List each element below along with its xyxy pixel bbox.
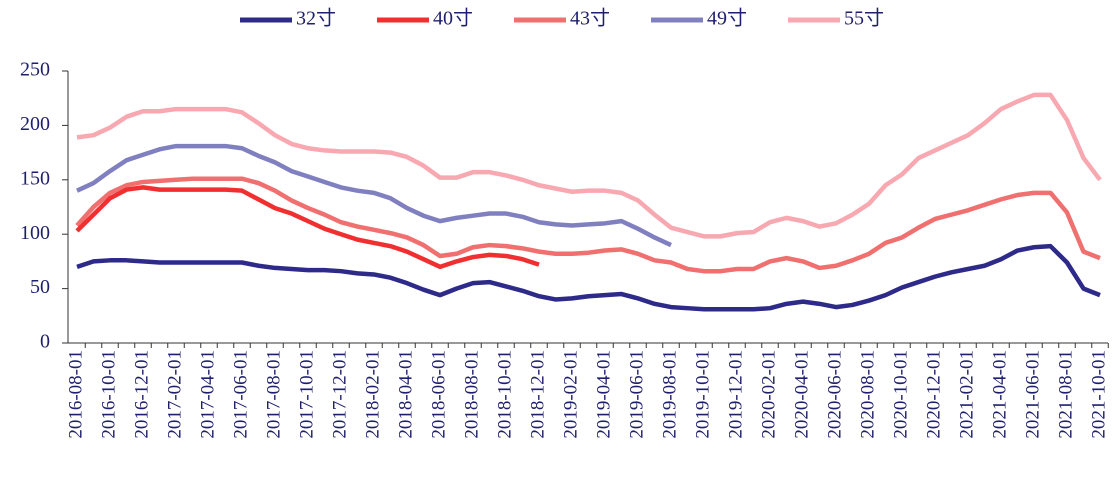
x-tick-label: 2020-06-01 — [824, 350, 845, 439]
x-tick-label: 2020-10-01 — [890, 350, 911, 439]
x-tick-label: 2021-10-01 — [1088, 350, 1109, 439]
x-tick-label: 2017-04-01 — [197, 350, 218, 439]
y-tick-label: 150 — [20, 167, 50, 189]
x-tick-label: 2018-10-01 — [494, 350, 515, 439]
legend-label: 55寸 — [844, 7, 884, 30]
x-tick-label: 2018-06-01 — [428, 350, 449, 439]
x-tick-label: 2019-10-01 — [692, 350, 713, 439]
x-tick-label: 2021-04-01 — [989, 350, 1010, 439]
x-tick-label: 2017-12-01 — [329, 350, 350, 439]
x-tick-label: 2018-08-01 — [461, 350, 482, 439]
y-tick-label: 250 — [20, 59, 50, 81]
y-tick-label: 0 — [40, 331, 50, 353]
y-tick-label: 50 — [30, 276, 50, 298]
x-tick-label: 2016-08-01 — [65, 350, 86, 439]
x-tick-label: 2017-10-01 — [296, 350, 317, 439]
x-tick-label: 2020-04-01 — [791, 350, 812, 439]
x-tick-label: 2021-06-01 — [1022, 350, 1043, 439]
legend-label: 49寸 — [707, 7, 747, 30]
legend-label: 40寸 — [433, 7, 473, 30]
x-tick-label: 2017-06-01 — [230, 350, 251, 439]
x-tick-label: 2019-06-01 — [626, 350, 647, 439]
x-tick-label: 2021-02-01 — [956, 350, 977, 439]
x-tick-label: 2018-12-01 — [527, 350, 548, 439]
y-tick-label: 200 — [20, 113, 50, 135]
x-tick-label: 2019-08-01 — [659, 350, 680, 439]
series-line — [75, 185, 540, 270]
x-tick-label: 2017-08-01 — [263, 350, 284, 439]
x-tick-label: 2019-12-01 — [725, 350, 746, 439]
series-line — [76, 243, 1101, 312]
x-tick-label: 2018-04-01 — [395, 350, 416, 439]
x-tick-label: 2020-12-01 — [923, 350, 944, 439]
x-tick-label: 2019-04-01 — [593, 350, 614, 439]
x-tick-label: 2020-08-01 — [857, 350, 878, 439]
series-line — [76, 92, 1102, 239]
x-tick-label: 2018-02-01 — [362, 350, 383, 439]
x-tick-label: 2021-08-01 — [1055, 350, 1076, 439]
legend-label: 43寸 — [570, 7, 610, 30]
x-tick-label: 2016-12-01 — [131, 350, 152, 439]
x-tick-label: 2017-02-01 — [164, 350, 185, 439]
series-line — [75, 176, 1101, 274]
x-tick-label: 2019-02-01 — [560, 350, 581, 439]
x-tick-label: 2016-10-01 — [98, 350, 119, 439]
series-line — [76, 143, 672, 248]
legend-label: 32寸 — [296, 7, 336, 30]
y-tick-label: 100 — [20, 222, 50, 244]
x-tick-label: 2020-02-01 — [758, 350, 779, 439]
